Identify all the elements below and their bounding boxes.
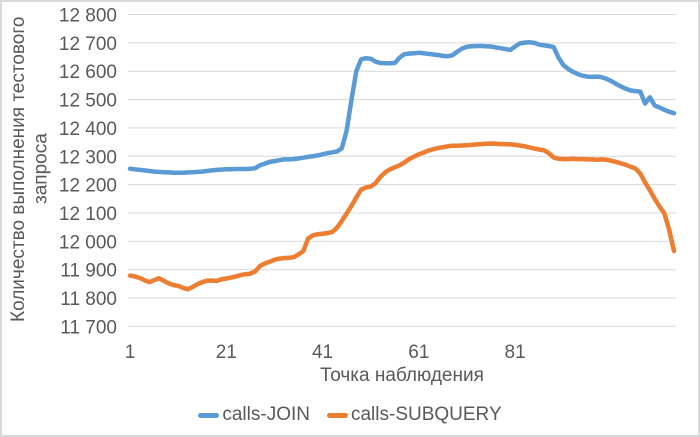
legend-label-calls-join: calls-JOIN — [222, 404, 310, 425]
legend-line-marker-calls-join — [198, 412, 220, 418]
x-tick-label: 21 — [216, 342, 237, 363]
legend-label-calls-subquery: calls-SUBQUERY — [350, 404, 502, 425]
legend: calls-JOIN calls-SUBQUERY — [0, 401, 700, 429]
y-tick-label: 11 700 — [60, 317, 117, 338]
y-tick-label: 11 900 — [60, 261, 117, 282]
y-tick-labels: 12 800 12 700 12 600 12 500 12 400 12 300 12 2… — [59, 6, 117, 339]
y-tick-label: 12 500 — [59, 91, 117, 112]
gridlines — [128, 14, 676, 327]
x-tick-label: 81 — [505, 342, 526, 363]
legend-item-calls-join: calls-JOIN — [198, 404, 310, 426]
x-axis-title: Точка наблюдения — [320, 365, 484, 386]
series-line-calls-join — [127, 40, 677, 175]
legend-item-calls-subquery: calls-SUBQUERY — [326, 404, 502, 426]
y-tick-label: 12 600 — [59, 62, 117, 83]
x-tick-labels: 1 21 41 61 81 — [125, 342, 526, 363]
y-axis-title-line2: запроса — [30, 133, 52, 205]
x-tick-label: 1 — [125, 342, 136, 363]
x-tick-label: 41 — [312, 342, 333, 363]
x-tick-label: 61 — [408, 342, 429, 363]
y-tick-label: 12 100 — [59, 204, 117, 225]
y-tick-label: 12 800 — [59, 6, 117, 27]
series-line-calls-subquery — [127, 141, 677, 292]
y-axis-title: Количество выполнения тестового запроса — [8, 12, 58, 326]
y-tick-label: 12 400 — [59, 119, 117, 140]
y-tick-label: 12 200 — [59, 176, 117, 197]
y-tick-label: 12 300 — [59, 147, 117, 168]
y-axis-title-line1: Количество выполнения тестового — [8, 16, 29, 322]
y-tick-label: 12 000 — [59, 232, 117, 253]
y-tick-label: 11 800 — [60, 289, 117, 310]
legend-line-marker-calls-subquery — [326, 412, 348, 418]
y-tick-label: 12 700 — [59, 34, 117, 55]
